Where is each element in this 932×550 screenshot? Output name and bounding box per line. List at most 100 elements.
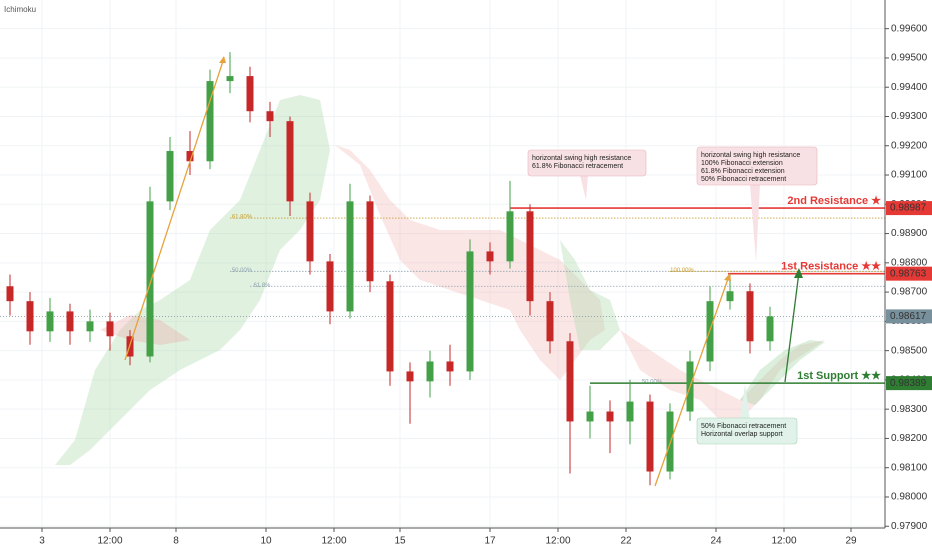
y-tick-label: 0.98500: [891, 345, 928, 356]
candle-body: [326, 261, 334, 312]
annotation-text: 61.8% Fibonacci extension: [701, 168, 785, 175]
cloud-bullish: [560, 240, 620, 350]
y-tick-label: 0.98700: [891, 287, 928, 298]
x-tick-label: 15: [394, 536, 406, 547]
price-tag: [886, 376, 932, 391]
cloud-bearish: [100, 315, 190, 345]
candle-body: [266, 111, 274, 122]
fib-label: 61.80%: [232, 215, 253, 221]
projection-arrow: [784, 271, 800, 383]
y-tick-label: 0.99500: [891, 53, 928, 64]
annotation-text: 50% Fibonacci retracement: [701, 176, 786, 183]
x-tick-label: 12:00: [545, 536, 570, 547]
annotation-text: 100% Fibonacci extension: [701, 160, 783, 167]
candle-body: [546, 301, 554, 342]
candle-body: [726, 291, 734, 302]
price-tag: [886, 309, 932, 324]
y-tick-label: 0.99400: [891, 82, 928, 93]
candle-body: [426, 361, 434, 382]
trend-arrow: [654, 275, 730, 487]
price-tag-label: 0.98617: [890, 311, 927, 322]
x-tick-label: 12:00: [321, 536, 346, 547]
axes: 0.979000.980000.981000.982000.983000.984…: [39, 23, 932, 547]
x-tick-label: 12:00: [771, 536, 796, 547]
candle-body: [6, 286, 14, 302]
candle-body: [566, 341, 574, 422]
price-tag-label: 0.98763: [890, 268, 927, 279]
candle-body: [306, 201, 314, 262]
annotation-box: [527, 149, 647, 177]
y-tick-label: 0.99600: [891, 23, 928, 34]
candle-body: [86, 321, 94, 332]
arrow-head: [724, 273, 731, 281]
annotation-box: [696, 417, 798, 445]
fib-label: 61.8%: [253, 283, 271, 289]
x-tick-label: 24: [710, 536, 722, 547]
annotations: horizontal swing high resistance 61.8% Fi…: [532, 152, 800, 438]
candle-body: [186, 151, 194, 162]
price-tag: [886, 201, 932, 216]
annotation-text: Horizontal overlap support: [701, 431, 783, 438]
fib-label: 100.00%: [670, 268, 694, 274]
candle-body: [66, 311, 74, 332]
x-tick-label: 22: [620, 536, 632, 547]
cloud-bullish: [55, 95, 330, 465]
candle-body: [586, 411, 594, 422]
candle-body: [746, 291, 754, 342]
candle-body: [226, 76, 234, 82]
level-name: 1st Resistance ★★: [781, 261, 881, 273]
arrow-head: [794, 268, 803, 278]
y-tick-label: 0.98200: [891, 433, 928, 444]
price-tag: [886, 266, 932, 281]
candle-body: [286, 121, 294, 202]
y-tick-label: 0.99100: [891, 170, 928, 181]
candle-body: [46, 311, 54, 332]
arrow-head: [219, 56, 226, 63]
candle-body: [106, 321, 114, 337]
chart-title: Ichimoku: [4, 5, 36, 14]
cloud-bearish: [620, 330, 825, 420]
x-tick-label: 10: [260, 536, 272, 547]
candle-body: [646, 401, 654, 472]
candle-body: [626, 401, 634, 422]
level-name: 2nd Resistance ★: [787, 195, 881, 207]
candle-body: [366, 201, 374, 282]
level-name: 1st Support ★★: [797, 370, 881, 382]
annotation-text: horizontal swing high resistance: [532, 155, 631, 162]
candle-body: [26, 301, 34, 332]
callout-pointer: [580, 175, 588, 200]
annotation-box: [696, 146, 818, 186]
y-tick-label: 0.98000: [891, 492, 928, 503]
candle-body: [466, 251, 474, 372]
y-tick-label: 0.98300: [891, 404, 928, 415]
y-tick-label: 0.98800: [891, 257, 928, 268]
y-tick-label: 0.99200: [891, 140, 928, 151]
candle-body: [446, 361, 454, 372]
candle-body: [526, 211, 534, 302]
callout-pointer: [740, 384, 750, 420]
y-tick-label: 0.98100: [891, 462, 928, 473]
x-tick-label: 29: [845, 536, 857, 547]
price-tag-label: 0.98389: [890, 378, 927, 389]
candle-body: [246, 76, 254, 112]
candle-body: [766, 316, 774, 342]
candle-body: [486, 251, 494, 262]
callout-pointer: [750, 185, 760, 262]
x-tick-label: 3: [39, 536, 45, 547]
annotation-text: 50% Fibonacci retracement: [701, 423, 786, 430]
candle-body: [166, 151, 174, 202]
fib-label: 50.00%: [232, 268, 253, 274]
annotation-text: horizontal swing high resistance: [701, 152, 800, 159]
candle-body: [606, 411, 614, 422]
y-tick-label: 0.97900: [891, 521, 928, 532]
x-tick-label: 8: [173, 536, 179, 547]
candle-body: [386, 281, 394, 372]
candle-body: [346, 201, 354, 312]
candle-body: [506, 211, 514, 262]
candle-body: [406, 371, 414, 382]
candle-body: [206, 81, 214, 162]
cloud-bullish: [740, 340, 825, 405]
x-tick-label: 17: [484, 536, 496, 547]
